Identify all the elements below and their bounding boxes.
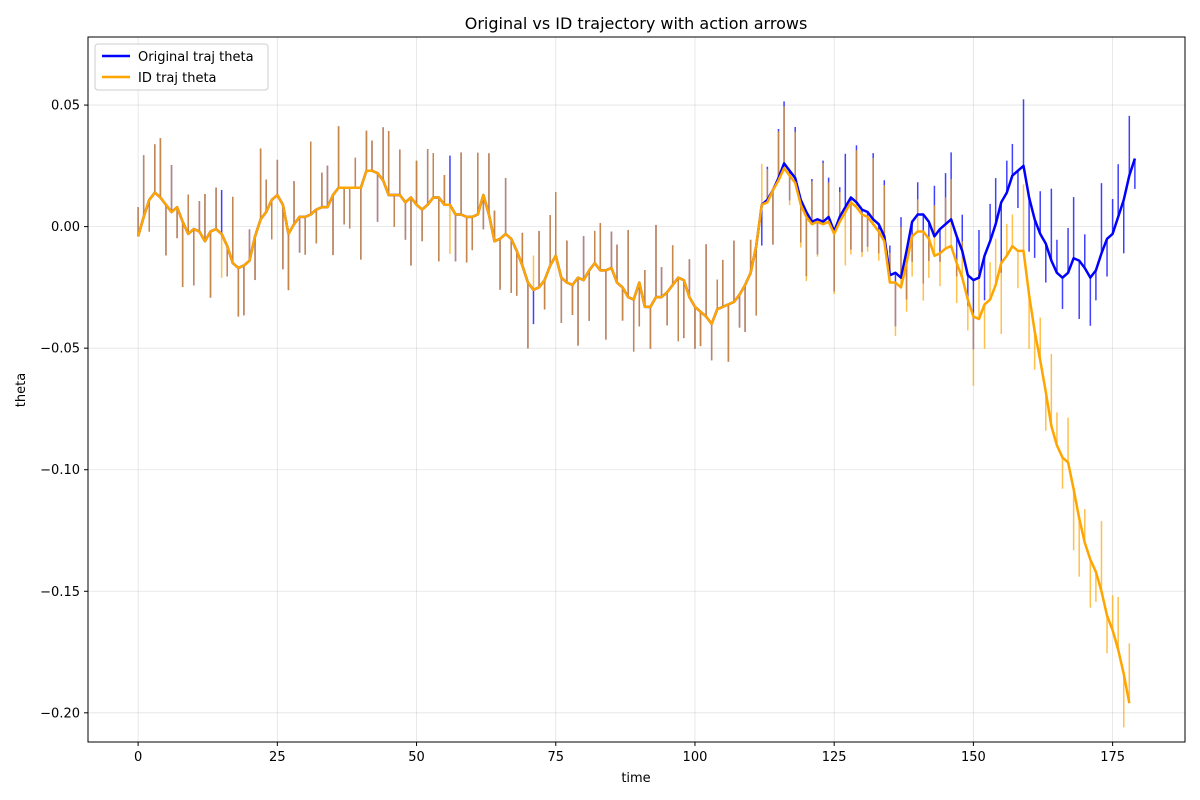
x-tick-label: 0 (134, 750, 142, 765)
series-line-id (136, 167, 1131, 704)
x-tick-label: 150 (961, 750, 986, 765)
axes-frame (87, 36, 1186, 743)
x-axis-label: time (621, 771, 650, 786)
arrow-layer (137, 99, 1136, 728)
axes-background (88, 37, 1185, 742)
legend: Original traj theta ID traj theta (94, 43, 269, 91)
y-tick-label: −0.05 (40, 342, 80, 357)
legend-label-original: Original traj theta (138, 50, 254, 65)
chart-title: Original vs ID trajectory with action ar… (465, 14, 808, 33)
y-tick-label: 0.00 (51, 220, 80, 235)
plot-area: 0 25 50 75 100 125 150 175 0.05 0.00 −0.05 −0.10 −0.… (40, 36, 1186, 765)
x-tick-label: 125 (822, 750, 847, 765)
y-tick-label: −0.10 (40, 463, 80, 478)
legend-box (94, 43, 269, 91)
tick-layer: 0 25 50 75 100 125 150 175 0.05 0.00 −0.05 −0.10 −0.… (40, 99, 1125, 765)
x-tick-label: 100 (683, 750, 708, 765)
x-tick-label: 25 (269, 750, 286, 765)
line-layer (136, 158, 1137, 704)
grid-layer (88, 37, 1185, 742)
y-axis-label: theta (14, 373, 29, 407)
x-tick-label: 175 (1100, 750, 1125, 765)
x-tick-label: 75 (547, 750, 564, 765)
x-tick-label: 50 (408, 750, 425, 765)
y-tick-label: −0.20 (40, 706, 80, 721)
y-tick-label: −0.15 (40, 585, 80, 600)
y-tick-label: 0.05 (51, 99, 80, 114)
legend-label-id: ID traj theta (138, 71, 217, 86)
